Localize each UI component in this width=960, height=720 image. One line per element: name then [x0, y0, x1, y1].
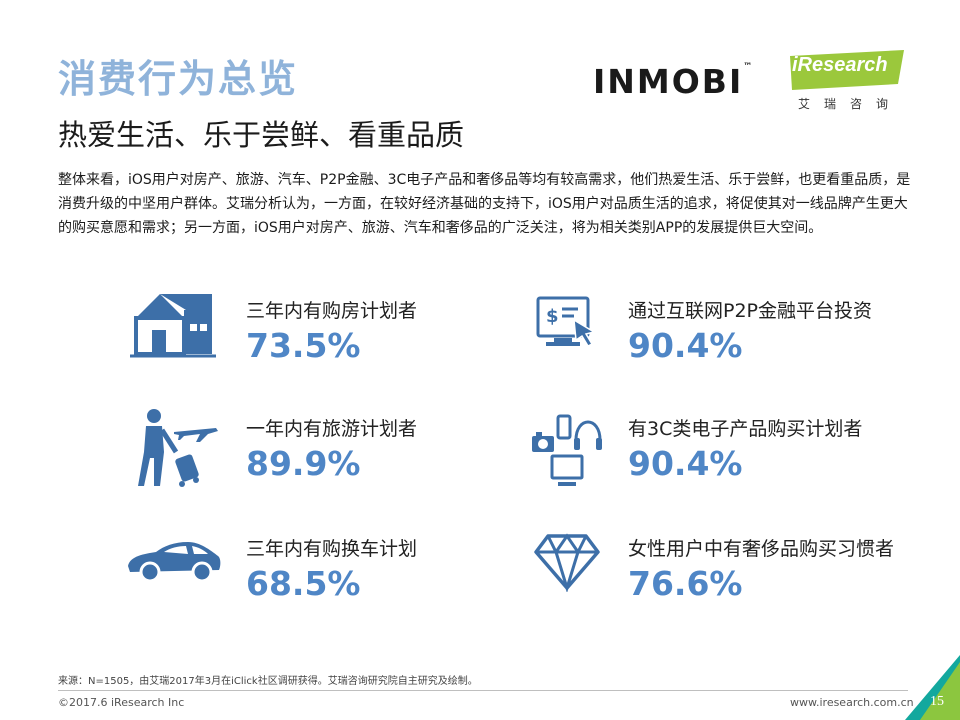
stat-value: 90.4%: [628, 326, 743, 365]
copyright: ©2017.6 iResearch Inc: [58, 696, 185, 709]
stat-label: 有3C类电子产品购买计划者: [628, 418, 863, 440]
stat-label: 一年内有旅游计划者: [246, 418, 418, 440]
svg-text:$: $: [546, 306, 559, 327]
page-subtitle: 热爱生活、乐于尝鲜、看重品质: [58, 118, 465, 152]
stat-value: 73.5%: [246, 326, 361, 365]
page-number: 15: [930, 694, 944, 709]
house-icon: [130, 294, 216, 358]
stat-label: 三年内有购房计划者: [246, 300, 418, 322]
stat-label: 三年内有购换车计划: [246, 538, 418, 560]
source-note: 来源：N=1505，由艾瑞2017年3月在iClick社区调研获得。艾瑞咨询研究…: [58, 676, 478, 687]
iresearch-cn-name: 艾瑞咨询: [798, 97, 903, 111]
stat-label: 女性用户中有奢侈品购买习惯者: [628, 538, 895, 560]
stat-value: 76.6%: [628, 564, 743, 603]
p2p-monitor-icon: $: [536, 296, 596, 347]
website-link[interactable]: www.iresearch.com.cn: [790, 696, 914, 709]
inmobi-logo-text: INMOBI: [593, 62, 744, 101]
iresearch-logo-shape: [790, 50, 904, 90]
stat-value: 68.5%: [246, 564, 361, 603]
stat-label: 通过互联网P2P金融平台投资: [628, 300, 873, 322]
page-title: 消费行为总览: [58, 57, 299, 101]
footer-divider: [58, 690, 908, 691]
traveler-icon: [138, 409, 218, 487]
inmobi-tm: ™: [743, 62, 755, 72]
car-icon: [128, 542, 221, 583]
iresearch-logo: iResearch: [788, 50, 908, 104]
electronics-icon: [532, 414, 602, 486]
stat-value: 90.4%: [628, 444, 743, 483]
intro-paragraph: 整体来看，iOS用户对房产、旅游、汽车、P2P金融、3C电子产品和奢侈品等均有较…: [58, 172, 911, 236]
diamond-icon: [534, 533, 600, 592]
iresearch-logo-text: iResearch: [792, 54, 888, 76]
inmobi-logo: INMOBI™: [593, 62, 754, 101]
stat-value: 89.9%: [246, 444, 361, 483]
